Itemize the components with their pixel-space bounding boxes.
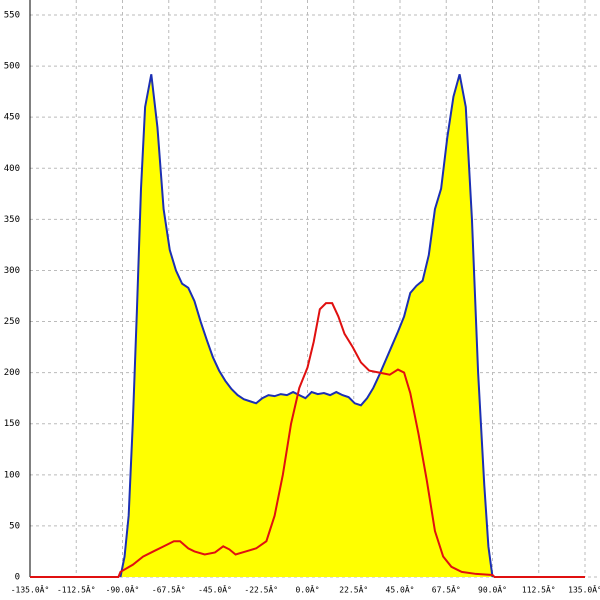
line <box>119 74 494 578</box>
x-tick-label: 135.0Â° <box>568 584 600 595</box>
x-tick-label: -135.0Â° <box>11 584 50 595</box>
y-tick-label: 0 <box>15 573 20 583</box>
x-tick-label: -45.0Â° <box>198 584 232 595</box>
x-tick-label: 0.0Â° <box>295 584 319 595</box>
area <box>120 74 493 578</box>
x-tick-label: -67.5Â° <box>152 584 186 595</box>
y-tick-label: 500 <box>4 62 20 72</box>
x-tick-label: -90.0Â° <box>106 584 140 595</box>
y-tick-label: 50 <box>9 521 20 531</box>
y-tick-label: 250 <box>4 317 20 327</box>
y-tick-label: 550 <box>4 11 20 21</box>
y-tick-label: 350 <box>4 215 20 225</box>
y-tick-label: 150 <box>4 419 20 429</box>
line <box>30 302 585 578</box>
x-tick-label: 22.5Â° <box>339 584 368 595</box>
x-tick-label: -112.5Â° <box>57 584 96 595</box>
y-tick-label: 100 <box>4 470 20 480</box>
y-tick-label: 450 <box>4 113 20 123</box>
x-tick-label: 112.5Â° <box>522 584 556 595</box>
y-tick-label: 200 <box>4 368 20 378</box>
y-tick-label: 400 <box>4 164 20 174</box>
x-tick-label: -22.5Â° <box>244 584 278 595</box>
x-tick-label: 90.0Â° <box>478 584 507 595</box>
x-tick-label: 45.0Â° <box>386 584 415 595</box>
x-tick-label: 67.5Â° <box>432 584 461 595</box>
y-tick-label: 300 <box>4 266 20 276</box>
